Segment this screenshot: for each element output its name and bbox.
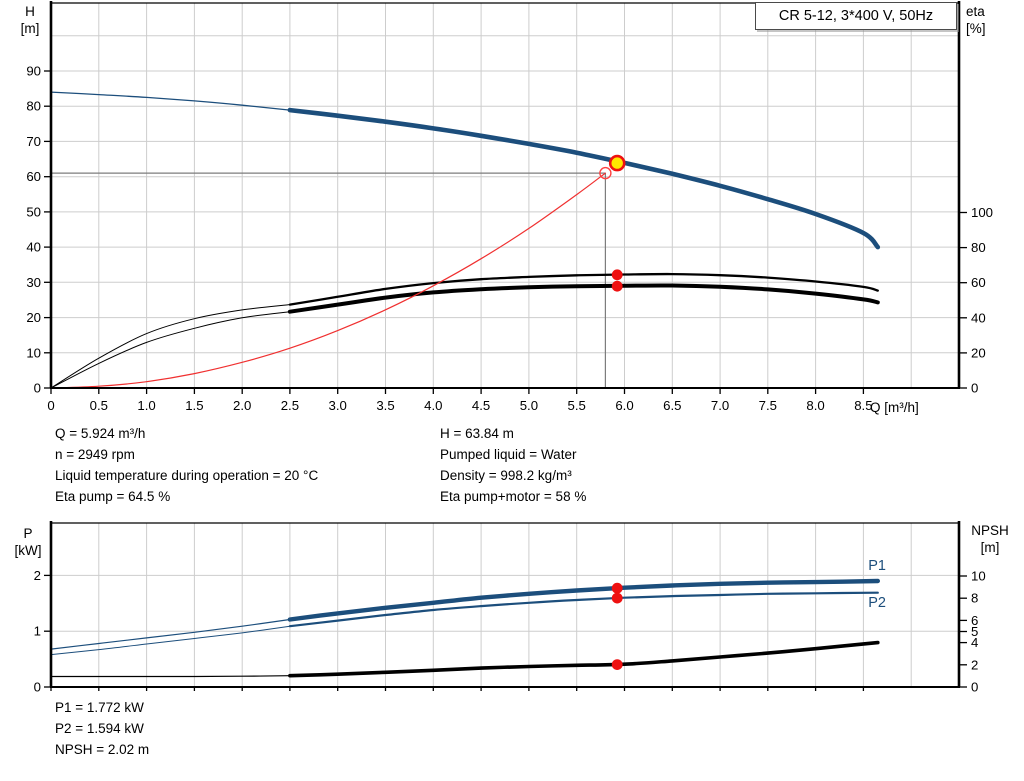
y-tick-label-right: 8 — [971, 591, 978, 606]
p2-curve-label: P2 — [868, 595, 886, 611]
eta-axis-symbol: eta — [966, 4, 985, 19]
operating-point-info-left: Q = 5.924 m³/h n = 2949 rpm Liquid tempe… — [55, 423, 318, 507]
info-eta-pump: Eta pump = 64.5 % — [55, 489, 171, 504]
p2-curve-thin-range — [50, 625, 291, 656]
info-p2: P2 = 1.594 kW — [55, 721, 144, 736]
y-tick-label-left: 30 — [26, 275, 41, 290]
pump-model-title: CR 5-12, 3*400 V, 50Hz — [778, 8, 934, 24]
system-curve — [50, 172, 606, 389]
h-axis-unit: [m] — [20, 21, 40, 36]
y-tick-label-left: 40 — [26, 240, 41, 255]
eta-pump-curve-thin-range — [50, 304, 291, 389]
y-tick-label-right: 10 — [971, 569, 986, 584]
y-tick-label-left: 10 — [26, 345, 41, 360]
y-tick-label-left: 20 — [26, 310, 41, 325]
y-tick-label-right: 0 — [971, 680, 978, 695]
y-tick-label-right: 60 — [971, 275, 986, 290]
x-tick-label: 2.0 — [233, 398, 251, 413]
p2-curve — [288, 591, 879, 628]
x-tick-label: 1.5 — [185, 398, 203, 413]
p1-curve-thin-range — [50, 618, 291, 650]
x-tick-label: 8.0 — [806, 398, 824, 413]
requested-duty-point-marker — [599, 166, 612, 180]
info-head: H = 63.84 m — [440, 426, 514, 441]
y-tick-label-left: 0 — [34, 381, 41, 396]
x-tick-label: 5.0 — [520, 398, 538, 413]
head-curve — [287, 107, 881, 250]
y-tick-label-right: 0 — [971, 381, 978, 396]
p1-curve — [287, 578, 880, 622]
info-speed: n = 2949 rpm — [55, 447, 135, 462]
info-density: Density = 998.2 kg/m³ — [440, 468, 572, 483]
y-tick-label-left: 80 — [26, 99, 41, 114]
eta-pump-duty-dot — [611, 269, 623, 281]
x-tick-label: 7.0 — [711, 398, 729, 413]
y-tick-label-right: 6 — [971, 613, 978, 628]
npsh-axis-symbol: NPSH — [971, 523, 1009, 538]
p-axis-unit: [kW] — [14, 543, 42, 558]
y-tick-label-left: 70 — [26, 134, 41, 149]
eta-pump-motor-curve-thin-range — [50, 311, 291, 389]
y-tick-label-left: 1 — [34, 624, 41, 639]
x-tick-label: 5.5 — [568, 398, 586, 413]
p1-curve-label: P1 — [868, 558, 886, 574]
h-axis-label: H [m] — [10, 3, 50, 37]
info-npsh: NPSH = 2.02 m — [55, 742, 150, 757]
y-tick-label-right: 100 — [971, 205, 993, 220]
y-tick-label-right: 4 — [971, 635, 978, 650]
npsh-duty-dot — [611, 659, 623, 670]
x-tick-label: 0.5 — [90, 398, 108, 413]
y-tick-label-right: 20 — [971, 345, 986, 360]
p-axis-label: P [kW] — [6, 525, 50, 559]
npsh-axis-unit: [m] — [980, 540, 1000, 555]
y-tick-label-left: 50 — [26, 204, 41, 219]
pump-model-title-box: CR 5-12, 3*400 V, 50Hz — [755, 2, 957, 30]
duty-point-marker — [608, 154, 626, 172]
operating-point-info-right: H = 63.84 m Pumped liquid = Water Densit… — [440, 423, 586, 507]
info-p1: P1 = 1.772 kW — [55, 700, 144, 715]
eta-pump-curve — [288, 272, 879, 306]
x-tick-label: 8.5 — [854, 398, 872, 413]
info-liquid-temperature: Liquid temperature during operation = 20… — [55, 468, 319, 483]
x-tick-label: 2.5 — [281, 398, 299, 413]
npsh-curve — [288, 640, 880, 678]
x-tick-label: 3.0 — [329, 398, 347, 413]
eta-pump-motor-curve — [287, 283, 880, 314]
eta-axis-unit: [%] — [966, 21, 986, 36]
p2-duty-dot — [611, 592, 623, 604]
y-tick-label-left: 90 — [26, 64, 41, 79]
x-tick-label: 4.5 — [472, 398, 490, 413]
p-axis-symbol: P — [23, 526, 33, 541]
info-flow: Q = 5.924 m³/h — [55, 426, 146, 441]
y-tick-label-right: 40 — [971, 310, 986, 325]
h-axis-symbol: H — [25, 4, 35, 19]
head-curve-thin-range — [50, 91, 291, 111]
x-tick-label: 1.0 — [137, 398, 155, 413]
x-tick-label: 0 — [47, 398, 54, 413]
p1-duty-dot — [611, 582, 623, 594]
y-tick-label-left: 60 — [26, 169, 41, 184]
x-tick-label: 6.5 — [663, 398, 681, 413]
y-tick-label-right: 2 — [971, 657, 978, 672]
info-pumped-liquid: Pumped liquid = Water — [440, 447, 577, 462]
info-eta-pump-motor: Eta pump+motor = 58 % — [440, 489, 587, 504]
q-axis-label: Q [m³/h] — [870, 400, 919, 415]
power-npsh-info: P1 = 1.772 kW P2 = 1.594 kW NPSH = 2.02 … — [55, 697, 149, 760]
eta-axis-label: eta [%] — [966, 3, 1016, 37]
y-tick-label-left: 2 — [34, 568, 41, 583]
y-tick-label-right: 5 — [971, 624, 978, 639]
npsh-curve-thin-range — [50, 675, 291, 678]
x-tick-label: 7.5 — [759, 398, 777, 413]
x-tick-label: 6.0 — [615, 398, 633, 413]
y-tick-label-right: 80 — [971, 240, 986, 255]
npsh-axis-label: NPSH [m] — [959, 522, 1021, 556]
x-tick-label: 3.5 — [376, 398, 394, 413]
y-tick-label-left: 0 — [34, 680, 41, 695]
eta-pump-motor-duty-dot — [611, 280, 623, 292]
x-tick-label: 4.0 — [424, 398, 442, 413]
